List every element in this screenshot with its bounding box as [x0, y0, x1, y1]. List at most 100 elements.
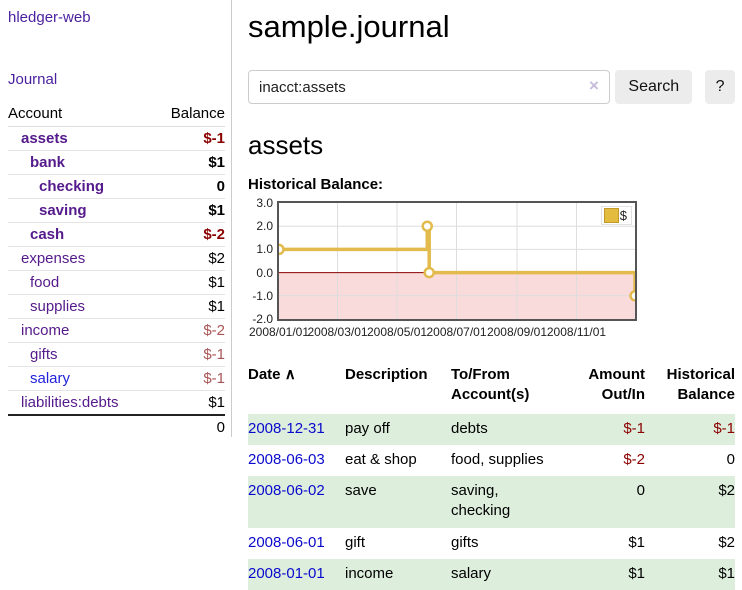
account-link-liabilities-debts[interactable]: liabilities:debts [21, 394, 119, 411]
header-balance: Historical Balance [645, 363, 735, 414]
y-axis-tick: -1.0 [248, 289, 273, 303]
y-axis-tick: -2.0 [248, 312, 273, 326]
account-balance: $2 [154, 247, 225, 271]
txn-date-link[interactable]: 2008-06-03 [248, 451, 325, 468]
search-form: × Search ? [248, 70, 735, 104]
search-button[interactable]: Search [615, 70, 692, 104]
x-axis-tick: 2008/03/01 [307, 325, 367, 339]
account-row: income $-2 [8, 319, 225, 343]
search-input[interactable] [248, 70, 610, 104]
account-link-expenses[interactable]: expenses [21, 250, 85, 267]
main-content: sample.journal × Search ? assets Histori… [248, 0, 735, 590]
account-row: cash $-2 [8, 223, 225, 247]
x-axis-tick: 2008/11/01 [547, 325, 606, 339]
header-amount: Amount Out/In [563, 363, 645, 414]
txn-date-link[interactable]: 2008-12-31 [248, 420, 325, 437]
clear-search-icon[interactable]: × [589, 77, 599, 94]
account-balance: $1 [154, 199, 225, 223]
header-date[interactable]: Date ∧ [248, 363, 345, 414]
txn-amount: 0 [563, 476, 645, 528]
header-description: Description [345, 363, 451, 414]
accounts-header-account: Account [8, 102, 154, 127]
txn-accounts: food, supplies [451, 445, 563, 476]
account-row: gifts $-1 [8, 343, 225, 367]
txn-amount: $1 [563, 559, 645, 590]
transactions-header-row: Date ∧ Description To/From Account(s) Am… [248, 363, 735, 414]
txn-date: 2008-01-01 [248, 559, 345, 590]
chart-legend: $ [601, 206, 632, 225]
account-balance: $-1 [154, 127, 225, 151]
account-balance: $1 [154, 271, 225, 295]
txn-date-link[interactable]: 2008-06-02 [248, 482, 325, 499]
accounts-table: Account Balance assets $-1 bank $1 checking 0… [8, 102, 225, 439]
app-title-link[interactable]: hledger-web [8, 9, 91, 26]
account-balance: $-1 [154, 343, 225, 367]
legend-label: $ [620, 208, 627, 223]
account-link-checking[interactable]: checking [39, 178, 104, 195]
txn-balance: $2 [645, 528, 735, 559]
y-axis-tick: 1.0 [248, 242, 273, 256]
chart-plot-area: $ [277, 201, 637, 321]
account-link-assets[interactable]: assets [21, 130, 68, 147]
account-balance: $1 [154, 391, 225, 416]
chart-canvas [279, 203, 635, 319]
legend-swatch-icon [604, 208, 619, 223]
txn-balance: $2 [645, 476, 735, 528]
page-title: sample.journal [248, 9, 735, 45]
txn-date-link[interactable]: 2008-06-01 [248, 534, 325, 551]
account-link-cash[interactable]: cash [30, 226, 64, 243]
txn-date: 2008-06-01 [248, 528, 345, 559]
account-row: food $1 [8, 271, 225, 295]
txn-description: gift [345, 528, 451, 559]
account-link-supplies[interactable]: supplies [30, 298, 85, 315]
x-axis-tick: 2008/09/01 [487, 325, 547, 339]
account-balance: $-2 [154, 223, 225, 247]
account-row: salary $-1 [8, 367, 225, 391]
x-axis-tick: 2008/07/01 [426, 325, 486, 339]
x-axis-tick: 2008/01/01 [249, 325, 309, 339]
txn-accounts: saving, checking [451, 476, 563, 528]
transaction-row: 2008-06-03eat & shopfood, supplies$-20 [248, 445, 735, 476]
account-row: liabilities:debts $1 [8, 391, 225, 416]
historical-balance-chart: $ 3.02.01.00.0-1.0-2.02008/01/012008/03/… [248, 201, 735, 343]
txn-balance: $1 [645, 559, 735, 590]
txn-date: 2008-12-31 [248, 414, 345, 445]
txn-description: eat & shop [345, 445, 451, 476]
account-balance: $1 [154, 151, 225, 175]
txn-description: income [345, 559, 451, 590]
y-axis-tick: 0.0 [248, 266, 273, 280]
transaction-row: 2008-12-31pay offdebts$-1$-1 [248, 414, 735, 445]
account-link-food[interactable]: food [30, 274, 59, 291]
account-link-saving[interactable]: saving [39, 202, 87, 219]
txn-date: 2008-06-02 [248, 476, 345, 528]
txn-date: 2008-06-03 [248, 445, 345, 476]
sidebar: hledger-web Journal Account Balance asse… [0, 0, 232, 437]
help-button[interactable]: ? [705, 70, 735, 104]
txn-balance: 0 [645, 445, 735, 476]
txn-balance: $-1 [645, 414, 735, 445]
txn-description: save [345, 476, 451, 528]
txn-date-link[interactable]: 2008-01-01 [248, 565, 325, 582]
account-row: saving $1 [8, 199, 225, 223]
transactions-table: Date ∧ Description To/From Account(s) Am… [248, 363, 735, 590]
y-axis-tick: 2.0 [248, 219, 273, 233]
accounts-header-balance: Balance [154, 102, 225, 127]
account-balance: $-2 [154, 319, 225, 343]
txn-amount: $1 [563, 528, 645, 559]
account-link-gifts[interactable]: gifts [30, 346, 58, 363]
account-balance: $-1 [154, 367, 225, 391]
account-link-salary[interactable]: salary [30, 370, 70, 387]
accounts-total-row: 0 [8, 415, 225, 439]
account-row: bank $1 [8, 151, 225, 175]
y-axis-tick: 3.0 [248, 196, 273, 210]
txn-description: pay off [345, 414, 451, 445]
account-link-bank[interactable]: bank [30, 154, 65, 171]
txn-accounts: debts [451, 414, 563, 445]
txn-amount: $-1 [563, 414, 645, 445]
account-link-income[interactable]: income [21, 322, 69, 339]
account-balance: $1 [154, 295, 225, 319]
account-row: assets $-1 [8, 127, 225, 151]
sort-asc-icon: ∧ [285, 366, 296, 383]
nav-journal-link[interactable]: Journal [8, 71, 57, 88]
account-row: expenses $2 [8, 247, 225, 271]
